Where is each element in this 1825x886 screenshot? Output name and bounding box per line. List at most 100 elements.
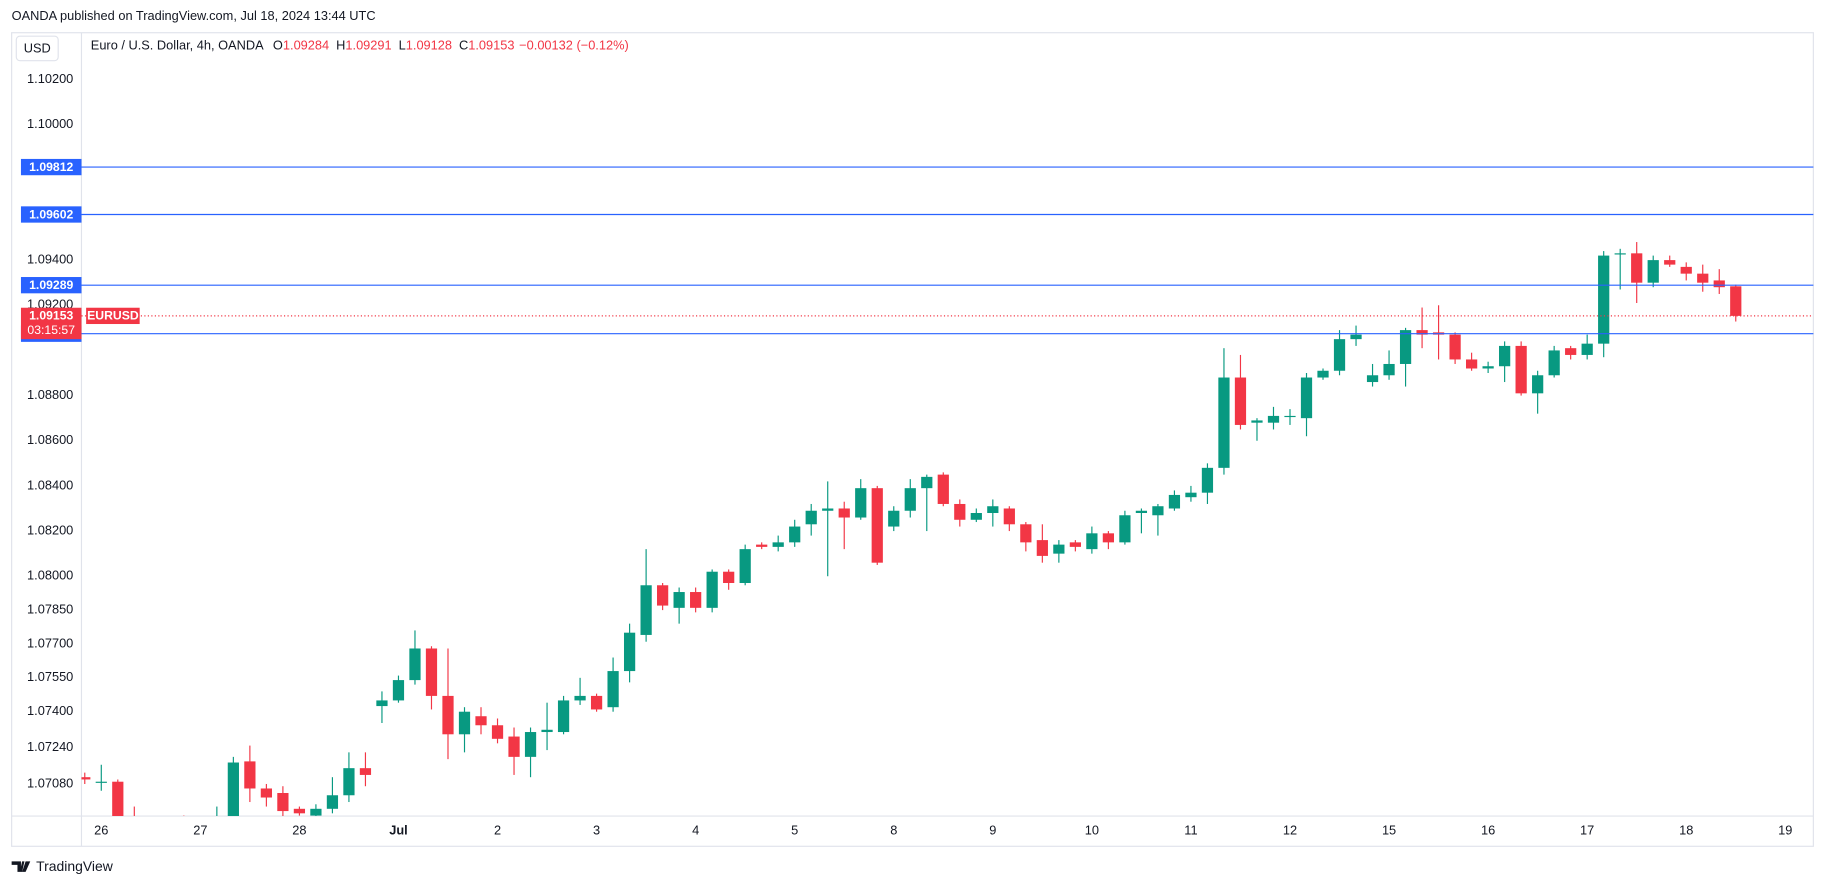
candle-body (1680, 266, 1692, 274)
x-tick-label: 26 (94, 823, 108, 838)
candle-body (343, 768, 355, 796)
candle-body (706, 571, 718, 608)
brand: TradingView (36, 858, 114, 874)
candle-body (904, 488, 916, 511)
candle-body (1350, 334, 1362, 340)
level-label: 1.09289 (29, 278, 73, 292)
candle-body (1614, 253, 1626, 255)
candle-body (1598, 255, 1610, 344)
candle-body (1515, 345, 1527, 394)
candle-body (1251, 420, 1263, 423)
legend-field: L (399, 38, 406, 53)
x-tick-label: 19 (1778, 823, 1792, 838)
candle-body (129, 825, 140, 830)
candle-body (739, 549, 751, 584)
candle-body (277, 792, 289, 812)
candle-body (987, 506, 999, 514)
candle-body (954, 503, 966, 520)
candle-body (475, 716, 487, 726)
x-tick-label: 4 (692, 823, 699, 838)
last-price-bg (20, 307, 82, 340)
y-tick-label: 1.08000 (27, 568, 73, 583)
candle-body (508, 736, 520, 757)
candle-body (1317, 370, 1329, 378)
x-tick-label: 15 (1382, 823, 1396, 838)
candle-body (1383, 363, 1395, 376)
legend-value: 1.09284 (283, 38, 329, 53)
legend-field: H (336, 38, 345, 53)
candle-body (574, 695, 586, 701)
candle-body (673, 592, 685, 608)
candle-body (1647, 260, 1659, 283)
candle-body (178, 825, 189, 830)
countdown: 03:15:57 (27, 323, 75, 337)
y-tick-label: 1.07700 (27, 635, 73, 650)
candle-body (871, 488, 883, 563)
x-tick-label: 2 (494, 823, 501, 838)
candle-body (1631, 253, 1643, 283)
y-tick-label: 1.07400 (27, 703, 73, 718)
candle-body (491, 725, 504, 739)
candle-body (1069, 542, 1081, 547)
candle-body (458, 711, 471, 735)
legend-field: O (273, 38, 283, 53)
candle-body (1713, 280, 1725, 288)
candle-body (756, 544, 768, 547)
candle-body (1532, 375, 1544, 394)
candle-body (1185, 492, 1197, 498)
candle-body (293, 808, 306, 814)
level-label: 1.09602 (29, 207, 73, 221)
candle-body (1449, 334, 1461, 360)
candle-body (81, 777, 91, 780)
candle-body (524, 732, 537, 757)
candle-body (1416, 330, 1428, 335)
x-tick-label: 16 (1481, 823, 1495, 838)
y-tick-label: 1.07550 (27, 669, 73, 684)
candle-body (1284, 415, 1296, 418)
candle-body (921, 476, 933, 489)
candle-body (112, 781, 124, 817)
candle-body (1053, 544, 1065, 554)
last-price-label: 1.09153 (29, 309, 73, 323)
candle-body (162, 825, 173, 834)
x-tick-label: 27 (193, 823, 207, 838)
candle-body (392, 680, 405, 701)
candle-body (145, 829, 156, 834)
candle-body (1218, 377, 1230, 468)
x-tick-label: Jul (389, 823, 408, 838)
candle-body (227, 762, 239, 817)
legend-value: 1.09291 (345, 38, 391, 53)
candle-body (822, 508, 834, 511)
y-tick-label: 1.07240 (27, 739, 73, 754)
candle-body (326, 795, 339, 809)
currency-label[interactable]: USD (24, 40, 51, 55)
level-label-bg (20, 277, 82, 294)
x-tick-label: 9 (989, 823, 996, 838)
x-tick-label: 11 (1184, 823, 1197, 838)
candle-body (376, 700, 388, 707)
candle-body (1664, 260, 1676, 265)
plot-area (81, 242, 1742, 834)
legend: Euro / U.S. Dollar, 4h, OANDA O1.09284 H1.… (91, 38, 629, 53)
candle-body (1730, 286, 1742, 316)
candle-body (690, 592, 702, 608)
x-tick-label: 3 (593, 823, 600, 838)
candle-body (1499, 345, 1511, 367)
x-tick-label: 8 (890, 823, 897, 838)
candle-body (657, 585, 669, 606)
candle-body (260, 788, 272, 798)
candle-body (211, 818, 222, 823)
candle-body (1300, 377, 1313, 419)
x-tick-label: 10 (1085, 823, 1099, 838)
legend-value: 1.09128 (406, 38, 452, 53)
ticker-label: EURUSD (87, 309, 139, 323)
candle-body (1119, 515, 1131, 543)
candle-body (1102, 533, 1115, 543)
candle-body (244, 761, 256, 789)
candle-body (970, 513, 982, 520)
y-tick-label: 1.07080 (27, 775, 73, 790)
y-tick-label: 1.10200 (27, 71, 73, 86)
currency-button[interactable] (15, 35, 59, 62)
legend-symbol: Euro / U.S. Dollar, 4h, OANDA (91, 38, 264, 53)
